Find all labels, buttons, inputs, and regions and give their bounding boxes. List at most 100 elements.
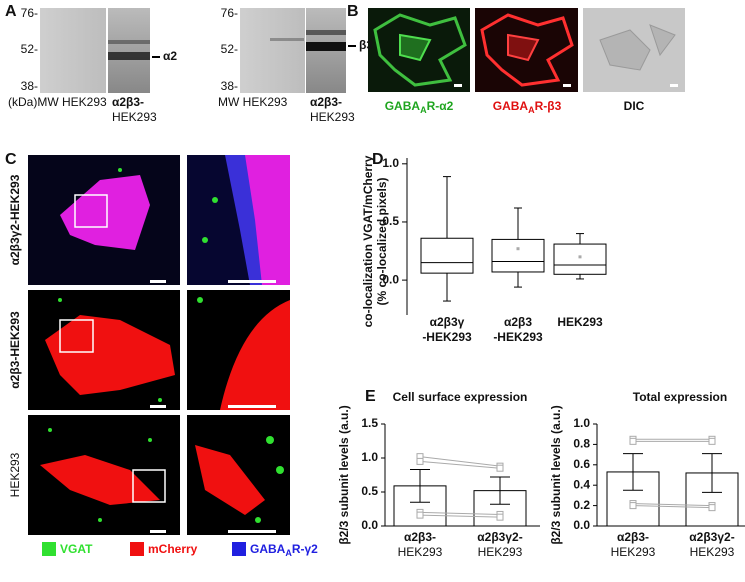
x-tick-label: HEK293 — [478, 545, 523, 559]
x-tick-label: α2β3γ2- — [477, 530, 522, 544]
y-tick-label: 0.6 — [573, 457, 590, 471]
row-label: HEK293 — [8, 452, 22, 497]
panel-letter: E — [365, 388, 376, 405]
panel-letter: D — [372, 151, 384, 168]
y-axis-label: co-localization VGAT/mCherry — [361, 155, 375, 327]
x-tick-label: HEK293 — [398, 545, 443, 559]
x-tick-label: α2β3- — [617, 530, 649, 544]
row-label: α2β3γ2-HEK293 — [8, 174, 22, 265]
lane-label: (kDa)MW HEK293 — [8, 95, 107, 109]
panel-letter: B — [347, 3, 359, 20]
blot-lane — [108, 8, 150, 93]
label: mCherry — [148, 542, 198, 556]
text-part: A — [420, 105, 427, 115]
panel-letter: A — [5, 3, 17, 20]
blot-lane — [40, 8, 106, 93]
y-tick-label: 1.0 — [361, 450, 378, 464]
pair-line — [419, 511, 501, 515]
chart-title: Total expression — [633, 390, 727, 404]
y-axis-label: (% co-localized pixels) — [375, 177, 389, 305]
y-tick-label: 0.4 — [573, 477, 590, 491]
x-tick-label: HEK293 — [557, 315, 603, 329]
lane-label: MW HEK293 — [218, 95, 288, 109]
label: GABAAR-β3 — [493, 99, 562, 115]
cell-outline — [399, 33, 432, 62]
y-tick-label: 0.2 — [573, 498, 590, 512]
blot-lane — [240, 8, 305, 93]
confocal-images — [28, 155, 290, 535]
pair-line — [419, 456, 501, 467]
legend-swatches — [42, 542, 246, 556]
y-axis-label: β2/3 subunit levels (a.u.) — [549, 405, 563, 544]
pair-line — [419, 514, 501, 518]
blot-band — [108, 40, 150, 44]
label: GABAAR-α2 — [385, 99, 454, 115]
label: VGAT — [60, 542, 93, 556]
text-part: GABA — [385, 99, 421, 113]
lane-label: α2β3- — [112, 95, 144, 109]
scale-bars — [454, 84, 678, 87]
x-tick-label: HEK293 — [611, 545, 656, 559]
pair-point — [708, 504, 716, 512]
y-tick-label: 1.5 — [361, 416, 378, 430]
text-part: mCherry — [148, 542, 198, 556]
text-part: A — [285, 548, 292, 558]
pair-point — [496, 513, 504, 521]
lane-label: α2β3- — [310, 95, 342, 109]
pair-line — [632, 505, 713, 509]
x-tick-label: α2β3γ2- — [689, 530, 734, 544]
y-tick-label: 1.0 — [382, 156, 399, 170]
x-tick-label: α2β3γ — [430, 315, 465, 329]
mw-marker: 38- — [21, 79, 38, 93]
panel-letter: C — [5, 151, 17, 168]
row-label: α2β3-HEK293 — [8, 311, 22, 389]
pair-line — [419, 460, 501, 469]
text-part: VGAT — [60, 542, 93, 556]
text-part: R-α2 — [427, 99, 454, 113]
chart-title: Cell surface expression — [393, 390, 528, 404]
pair-point — [629, 502, 637, 510]
y-tick-label: 1.0 — [573, 416, 590, 430]
pair-point — [416, 457, 424, 465]
y-tick-label: 0.0 — [573, 518, 590, 532]
mw-marker: 76- — [221, 6, 238, 20]
blot-band — [270, 38, 304, 41]
text-part: R-β3 — [535, 99, 562, 113]
box — [491, 238, 545, 273]
box — [553, 243, 607, 275]
y-tick-label: 0.8 — [573, 437, 590, 451]
blot-band — [306, 30, 346, 35]
text-part: DIC — [624, 99, 645, 113]
pair-point — [496, 464, 504, 472]
band-label: α2 — [163, 49, 177, 63]
pair-point — [708, 437, 716, 445]
mw-marker: 76- — [21, 6, 38, 20]
x-tick-label: α2β3- — [404, 530, 436, 544]
y-tick-label: 0.5 — [361, 484, 378, 498]
text-part: GABA — [493, 99, 529, 113]
cell-outline — [480, 13, 574, 87]
mw-marker: 38- — [221, 79, 238, 93]
mean — [516, 247, 520, 251]
pair-point — [629, 437, 637, 445]
mw-marker: 52- — [21, 42, 38, 56]
x-tick-label: HEK293 — [690, 545, 735, 559]
blot-band — [306, 42, 346, 51]
x-tick-label: -HEK293 — [422, 330, 472, 344]
pair-line — [632, 503, 713, 507]
lane-label: HEK293 — [112, 110, 157, 124]
blot-band — [108, 52, 150, 60]
cell-outline — [599, 24, 676, 71]
mean — [578, 255, 582, 259]
text-part: A — [528, 105, 535, 115]
label: DIC — [624, 99, 645, 113]
y-tick-label: 0.5 — [382, 214, 399, 228]
y-tick-label: 0.0 — [382, 272, 399, 286]
x-tick-label: α2β3 — [504, 315, 532, 329]
cell-outline — [507, 33, 540, 62]
mw-marker: 52- — [221, 42, 238, 56]
text-part: R-γ2 — [292, 542, 318, 556]
x-tick-label: -HEK293 — [493, 330, 543, 344]
